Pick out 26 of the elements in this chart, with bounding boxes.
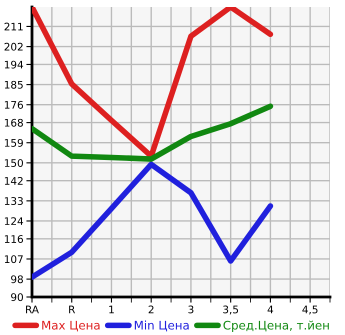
y-tick-label: 116	[4, 235, 24, 243]
y-tick-label: 133	[4, 197, 23, 205]
x-tick-label: RA	[26, 306, 39, 314]
y-tick-label: 142	[4, 176, 23, 185]
legend-label: Max Цена	[42, 320, 100, 332]
y-tick-label: 159	[4, 138, 23, 147]
x-tick-label: 3	[188, 306, 194, 314]
x-tick-label: 2	[148, 306, 154, 314]
y-tick-label: 124	[4, 217, 24, 225]
x-tick-label: 1	[109, 306, 114, 314]
legend-label: Сред.Цена, т.йен	[223, 320, 329, 332]
y-tick-label: 202	[4, 42, 23, 51]
x-tick-label: R	[69, 306, 76, 314]
y-tick-label: 98	[11, 275, 23, 284]
legend-label: Min Цена	[134, 320, 189, 332]
x-tick-label: 4,5	[302, 306, 318, 314]
y-tick-label: 90	[11, 293, 23, 302]
y-tick-label: 107	[4, 255, 23, 264]
x-tick-label: 3,5	[223, 306, 238, 314]
y-tick-label: 168	[4, 118, 23, 127]
x-tick-label: 4	[268, 306, 274, 314]
y-tick-label: 194	[4, 60, 24, 69]
y-tick-label: 150	[4, 159, 23, 167]
y-tick-label: 176	[4, 100, 24, 109]
y-tick-label: 185	[4, 80, 23, 89]
y-tick-label: 211	[4, 22, 23, 30]
